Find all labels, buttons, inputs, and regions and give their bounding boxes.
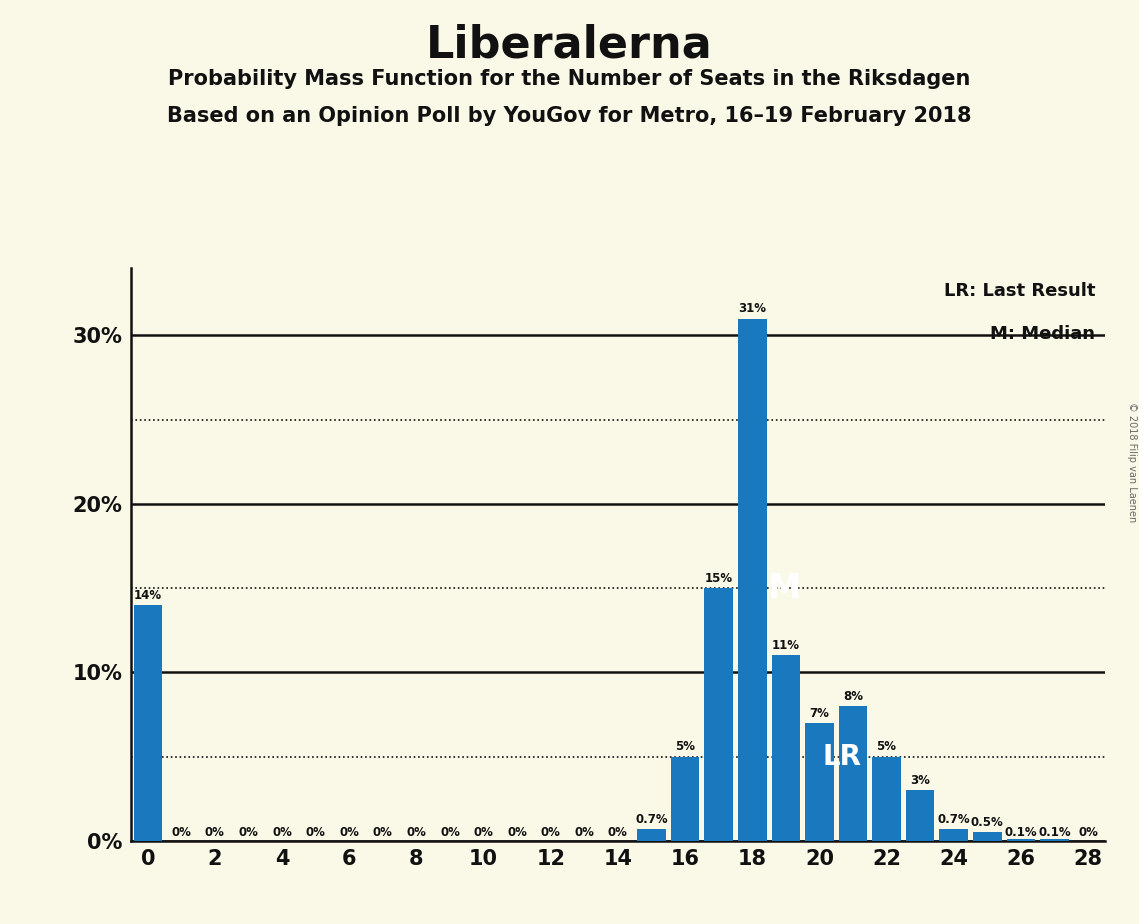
Text: M: M [769,572,802,604]
Text: Probability Mass Function for the Number of Seats in the Riksdagen: Probability Mass Function for the Number… [169,69,970,90]
Text: 15%: 15% [705,572,732,585]
Text: 0.7%: 0.7% [636,813,667,826]
Text: 3%: 3% [910,774,931,787]
Text: 0%: 0% [272,826,292,839]
Bar [906,790,934,841]
Text: 5%: 5% [877,740,896,753]
Text: 0%: 0% [541,826,560,839]
Text: 0%: 0% [372,826,393,839]
Bar [738,319,767,841]
Text: 31%: 31% [738,302,767,315]
Bar [940,829,968,841]
Bar [872,757,901,841]
Bar [637,829,666,841]
Text: 11%: 11% [772,639,800,652]
Text: 0.7%: 0.7% [937,813,970,826]
Text: 0%: 0% [507,826,527,839]
Text: 0%: 0% [608,826,628,839]
Bar [1040,839,1068,841]
Text: 8%: 8% [843,689,863,702]
Bar [133,605,162,841]
Text: 5%: 5% [675,740,695,753]
Text: M: Median: M: Median [990,325,1095,343]
Bar [1007,839,1035,841]
Bar [973,833,1001,841]
Text: 0%: 0% [238,826,259,839]
Text: 0%: 0% [305,826,326,839]
Text: 0%: 0% [171,826,191,839]
Bar [671,757,699,841]
Text: 14%: 14% [133,589,162,602]
Text: 0.5%: 0.5% [970,816,1003,829]
Text: LR: Last Result: LR: Last Result [943,283,1095,300]
Text: © 2018 Filip van Laenen: © 2018 Filip van Laenen [1126,402,1137,522]
Bar [704,588,732,841]
Text: 0.1%: 0.1% [1005,826,1038,839]
Text: 0%: 0% [339,826,359,839]
Text: LR: LR [822,743,862,771]
Text: 0%: 0% [440,826,460,839]
Bar [771,655,800,841]
Text: 0%: 0% [205,826,224,839]
Text: Liberalerna: Liberalerna [426,23,713,67]
Text: 7%: 7% [810,707,829,720]
Text: 0%: 0% [474,826,493,839]
Text: 0%: 0% [574,826,595,839]
Text: 0%: 0% [407,826,426,839]
Text: 0.1%: 0.1% [1038,826,1071,839]
Text: Based on an Opinion Poll by YouGov for Metro, 16–19 February 2018: Based on an Opinion Poll by YouGov for M… [167,106,972,127]
Bar [805,723,834,841]
Text: 0%: 0% [1079,826,1098,839]
Bar [838,706,867,841]
